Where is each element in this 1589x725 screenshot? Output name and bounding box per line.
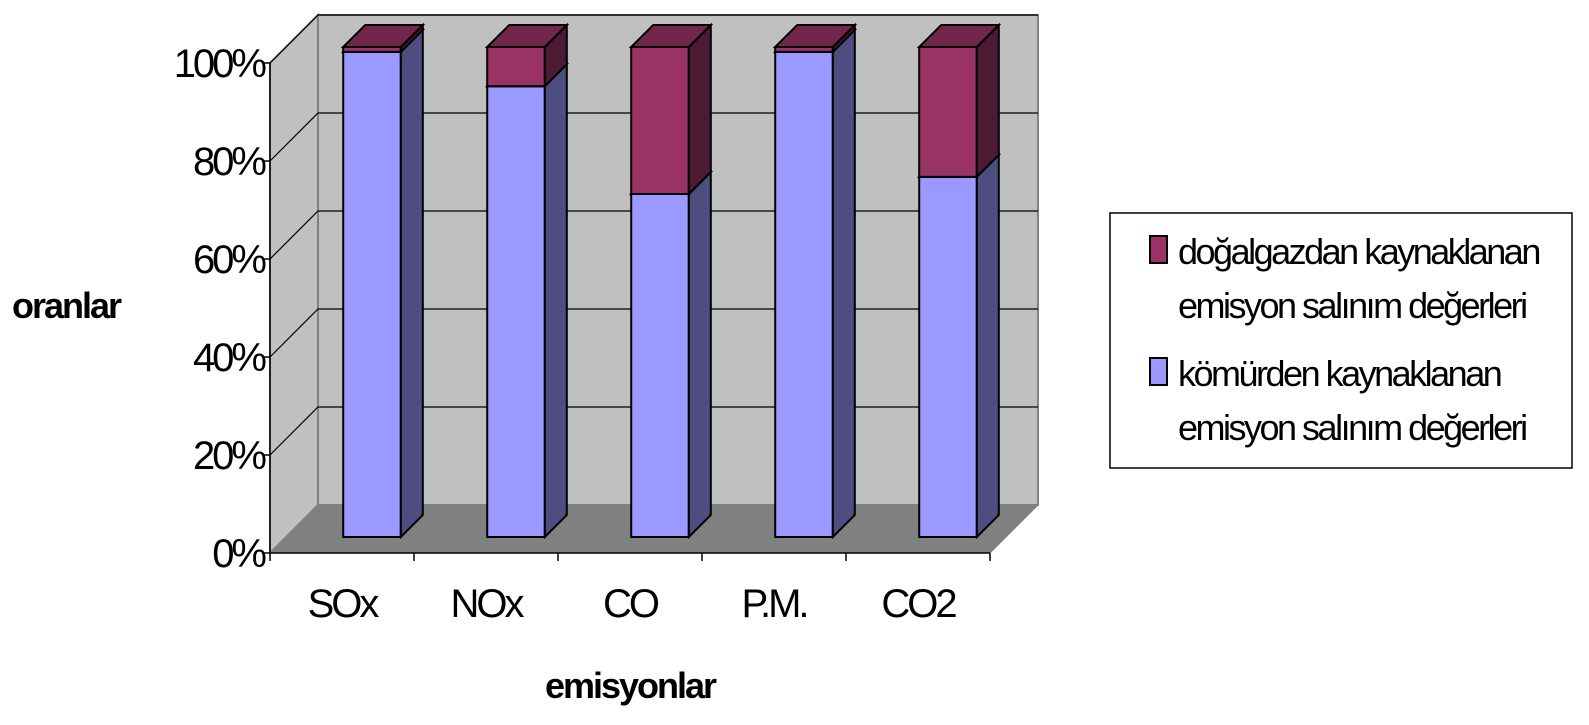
y-tick-label: 20% xyxy=(193,434,266,478)
bar-dogalgaz-co2 xyxy=(916,22,1002,180)
bar-dogalgaz-co xyxy=(628,22,714,197)
legend-label: kömürden kaynaklanan emisyon salınım değe… xyxy=(1178,353,1526,448)
x-axis-title: emisyonlar xyxy=(545,665,717,706)
bar-side xyxy=(975,22,1000,180)
bar-front xyxy=(918,46,978,178)
bar-side xyxy=(687,22,712,197)
bar-dogalgaz-pm xyxy=(772,22,858,55)
y-axis-title: oranlar xyxy=(12,285,122,326)
bar-front xyxy=(342,50,402,538)
bar-komur-co xyxy=(628,169,714,540)
bar-komur-pm xyxy=(772,27,858,540)
x-tick-label: SOx xyxy=(308,582,380,626)
x-tick-label: P.M. xyxy=(741,582,806,626)
bar-side xyxy=(543,61,568,540)
bar-front xyxy=(630,193,690,538)
legend-swatch xyxy=(1149,357,1168,386)
x-tick-label: CO2 xyxy=(881,582,956,626)
bar-side xyxy=(687,169,712,540)
y-tick-label: 40% xyxy=(193,336,266,380)
side-wall xyxy=(269,12,319,556)
bar-komur-sox xyxy=(340,27,426,540)
bar-top xyxy=(340,24,426,48)
legend-box xyxy=(1109,212,1573,469)
bar-dogalgaz-nox xyxy=(484,22,570,89)
y-tick-label: 0% xyxy=(212,532,266,576)
bar-front xyxy=(486,85,546,538)
gridline xyxy=(269,14,1038,64)
bar-top xyxy=(484,24,570,48)
bars xyxy=(340,22,1002,540)
legend: doğalgazdan kaynaklanan emisyon salınım d… xyxy=(1109,212,1573,469)
bar-side xyxy=(831,27,856,540)
bar-dogalgaz-sox xyxy=(340,22,426,55)
x-tick-label: NOx xyxy=(451,582,525,626)
bar-front xyxy=(774,50,834,538)
bar-top xyxy=(772,24,858,48)
bar-side xyxy=(975,152,1000,540)
y-tick-label: 80% xyxy=(193,140,266,184)
bar-top xyxy=(628,24,714,48)
y-tick-label: 60% xyxy=(193,238,266,282)
bar-komur-nox xyxy=(484,61,570,540)
x-tick-label: CO xyxy=(603,582,659,626)
bar-front xyxy=(486,46,546,88)
bar-front xyxy=(630,46,690,195)
legend-swatch xyxy=(1149,235,1168,264)
bar-top xyxy=(916,24,1002,48)
legend-label: doğalgazdan kaynaklanan emisyon salınım d… xyxy=(1178,231,1539,326)
y-tick-label: 100% xyxy=(174,42,267,86)
bar-komur-co2 xyxy=(916,152,1002,540)
bar-side xyxy=(399,27,424,540)
bar-front xyxy=(918,175,978,538)
